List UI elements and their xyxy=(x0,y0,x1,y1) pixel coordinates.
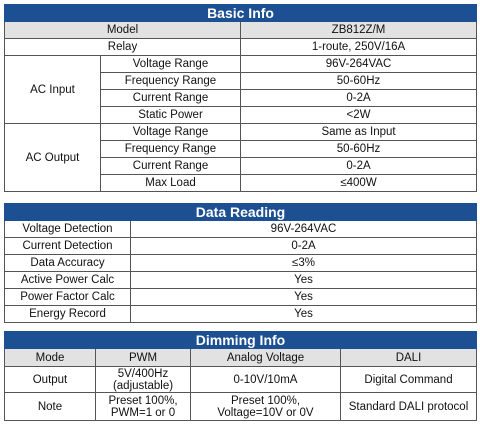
cell-line: Digital Command xyxy=(364,373,453,386)
cell: Energy Record xyxy=(4,305,131,323)
title-row: Basic Info xyxy=(3,4,478,22)
data-reading-table: Data Reading Voltage Detection 96V-264VAC C… xyxy=(4,203,477,323)
cell: 96V-264VAC xyxy=(239,55,478,73)
cell: 1-route, 250V/16A xyxy=(239,38,478,56)
cell: AC Input xyxy=(4,55,101,124)
dimming-info-table: Dimming Info Mode PWM Analog Voltage DALI Out… xyxy=(4,331,477,421)
cell: ZB812Z/M xyxy=(239,21,478,39)
row: Max Load ≤400W xyxy=(5,174,478,192)
cell-line: Voltage=10V or 0V xyxy=(217,406,314,419)
cell: 0-2A xyxy=(239,89,478,107)
cell: Static Power xyxy=(100,106,241,124)
row: Active Power Calc Yes xyxy=(4,271,477,289)
cell: Analog Voltage xyxy=(190,348,341,367)
cell: Data Reading xyxy=(4,203,477,221)
cell: 0-2A xyxy=(130,237,477,255)
cell: Frequency Range xyxy=(100,140,241,158)
row: Energy Record Yes xyxy=(4,305,477,323)
header-row: Model ZB812Z/M xyxy=(4,21,478,39)
cell: 0-2A xyxy=(239,157,478,175)
cell-line: Preset 100%, xyxy=(230,394,301,407)
cell: Digital Command xyxy=(340,366,477,393)
cell: 50-60Hz xyxy=(239,72,478,90)
cell: 50-60Hz xyxy=(239,140,478,158)
cell: Dimming Info xyxy=(4,331,477,349)
row: Relay 1-route, 250V/16A xyxy=(4,38,478,56)
cell-line: Standard DALI protocol xyxy=(348,400,469,413)
cell: ≤3% xyxy=(130,254,477,272)
cell: Same as Input xyxy=(239,123,478,141)
cell: Note xyxy=(4,392,96,421)
cell-line: Note xyxy=(37,400,63,413)
cell: Voltage Range xyxy=(100,55,241,73)
row: AC Input Voltage Range 96V-264VAC xyxy=(4,55,478,124)
cell-line: PWM=1 or 0 xyxy=(110,406,176,419)
title-row: Dimming Info xyxy=(4,331,477,349)
cell: Active Power Calc xyxy=(4,271,131,289)
cell: Current Detection xyxy=(4,237,131,255)
cell: Voltage Range xyxy=(100,123,241,141)
header-row: Mode PWM Analog Voltage DALI xyxy=(4,348,477,367)
row: Power Factor Calc Yes xyxy=(4,288,477,306)
cell: Current Range xyxy=(100,157,241,175)
cell: Voltage Detection xyxy=(4,220,131,238)
cell: Current Range xyxy=(100,89,241,107)
cell: Max Load xyxy=(100,174,241,192)
cell: 96V-264VAC xyxy=(130,220,477,238)
cell: Preset 100%, Voltage=10V or 0V xyxy=(190,392,341,421)
basic-info-table: Basic Info Model ZB812Z/M Relay 1-route, 250… xyxy=(3,4,478,192)
cell-line: Preset 100%, xyxy=(108,394,178,407)
cell: Model xyxy=(4,21,241,39)
cell: PWM xyxy=(95,348,191,367)
title-row: Data Reading xyxy=(4,203,477,221)
cell: DALI xyxy=(340,348,477,367)
row: Static Power <2W xyxy=(5,106,478,124)
cell: Data Accuracy xyxy=(4,254,131,272)
cell: Basic Info xyxy=(3,4,478,22)
cell-line: 5V/400Hz xyxy=(117,367,169,380)
cell-line: Output xyxy=(32,373,68,386)
cell: Yes xyxy=(130,288,477,306)
cell: Output xyxy=(4,366,96,393)
cell-line: (adjustable) xyxy=(112,379,174,392)
cell: Frequency Range xyxy=(100,72,241,90)
row: Voltage Detection 96V-264VAC xyxy=(4,220,477,238)
row: Current Range 0-2A xyxy=(5,157,478,175)
cell: Preset 100%, PWM=1 or 0 xyxy=(95,392,191,421)
cell: AC Output xyxy=(4,123,101,192)
cell: Yes xyxy=(130,271,477,289)
row: Data Accuracy ≤3% xyxy=(4,254,477,272)
row: Output 5V/400Hz (adjustable) 0-10V/10mA Digi… xyxy=(4,366,477,393)
cell: 0-10V/10mA xyxy=(190,366,341,393)
cell-line: 0-10V/10mA xyxy=(233,373,298,386)
cell: Mode xyxy=(4,348,96,367)
cell: Yes xyxy=(130,305,477,323)
cell: ≤400W xyxy=(239,174,478,192)
row: AC Output Voltage Range Same as Input xyxy=(4,123,478,192)
cell: Relay xyxy=(4,38,241,56)
cell: Power Factor Calc xyxy=(4,288,131,306)
cell: Standard DALI protocol xyxy=(340,392,477,421)
cell: 5V/400Hz (adjustable) xyxy=(95,366,191,393)
cell: <2W xyxy=(239,106,478,124)
row: Current Detection 0-2A xyxy=(4,237,477,255)
row: Note Preset 100%, PWM=1 or 0 Preset 100%, Vo… xyxy=(4,392,477,421)
